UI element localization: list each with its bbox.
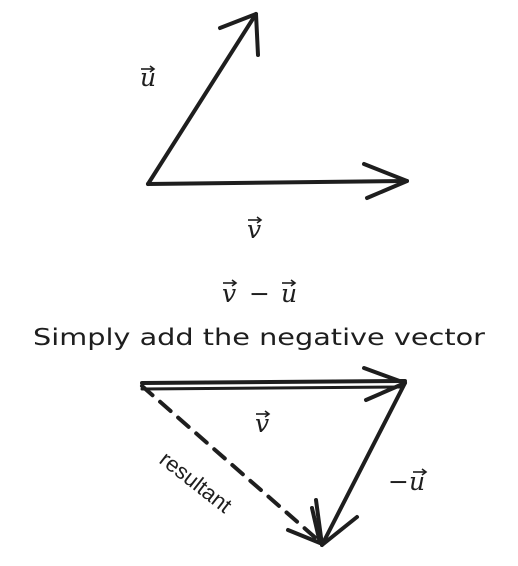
label-u: u — [140, 63, 156, 92]
vector-u-arrow — [146, 12, 260, 186]
label-neg-u: −u — [388, 467, 428, 496]
vector-accent-icon — [421, 468, 428, 476]
vector-v-arrow — [146, 162, 409, 200]
resultant-arrow — [140, 384, 322, 545]
vector-accent-icon — [290, 279, 297, 287]
bottom-vector-diagram: v −u resultant — [140, 366, 428, 547]
vector-accent-icon — [264, 410, 271, 418]
vector-accent-icon — [149, 65, 156, 73]
vector-accent-icon — [231, 279, 238, 287]
vector-v-bottom-arrow — [140, 366, 407, 402]
vector-neg-u-arrow — [314, 381, 407, 547]
caption-text: Simply add the negative vector — [33, 325, 486, 351]
top-vector-diagram: u v — [140, 12, 409, 244]
vector-accent-icon — [256, 216, 263, 224]
expression-u: u — [281, 279, 297, 308]
expression-v-minus-u: v − u — [222, 279, 297, 308]
label-v: v — [247, 215, 263, 244]
expression-minus-sign: − — [249, 279, 270, 308]
label-u-text: u — [140, 63, 156, 92]
label-v-bottom: v — [255, 409, 271, 438]
